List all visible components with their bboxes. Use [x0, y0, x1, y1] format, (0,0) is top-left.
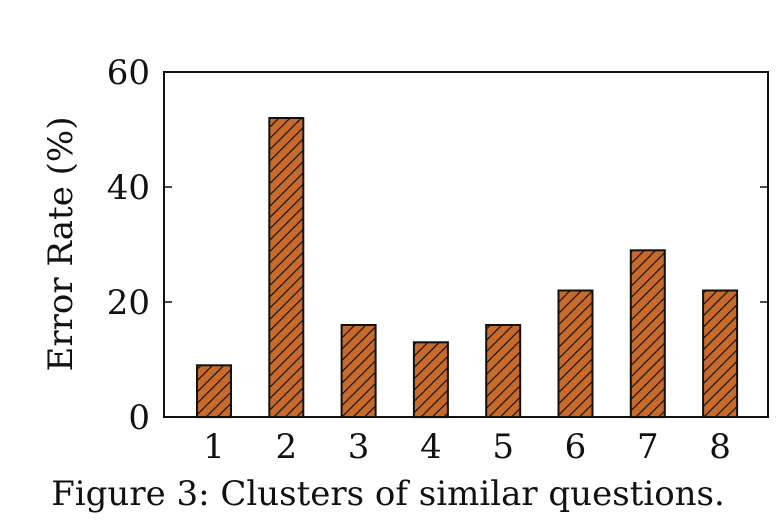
- x-tick-label: 1: [203, 427, 225, 467]
- x-axis: 1 2 3 4 5 6 7 8: [203, 427, 731, 467]
- x-tick-label: 8: [709, 427, 731, 467]
- x-tick-label: 5: [492, 427, 514, 467]
- figure-caption: Figure 3: Clusters of similar questions.: [51, 474, 725, 514]
- x-tick-label: 4: [420, 427, 442, 467]
- plot-frame: [163, 71, 769, 418]
- y-axis-title: Error Rate (%): [41, 117, 81, 372]
- x-tick-label: 2: [275, 427, 297, 467]
- bar-3: [340, 324, 377, 418]
- y-axis: 0 20 40 60: [107, 53, 768, 438]
- bar-8: [702, 289, 739, 418]
- bar-chart: 0 20 40 60 1 2 3 4 5 6 7 8 Error Rate (%): [41, 53, 769, 467]
- bar-2: [268, 117, 305, 418]
- bar-6: [557, 289, 594, 418]
- bars-group: [196, 117, 739, 419]
- y-tick-label: 0: [128, 398, 150, 438]
- bar-1: [196, 364, 232, 419]
- bar-4: [412, 341, 449, 419]
- bar-7: [629, 249, 666, 419]
- y-tick-label: 40: [107, 168, 150, 208]
- x-tick-label: 3: [348, 427, 370, 467]
- y-tick-label: 20: [107, 283, 150, 323]
- bar-5: [485, 324, 522, 418]
- y-tick-label: 60: [107, 53, 150, 93]
- x-tick-label: 7: [637, 427, 659, 467]
- x-tick-label: 6: [565, 427, 587, 467]
